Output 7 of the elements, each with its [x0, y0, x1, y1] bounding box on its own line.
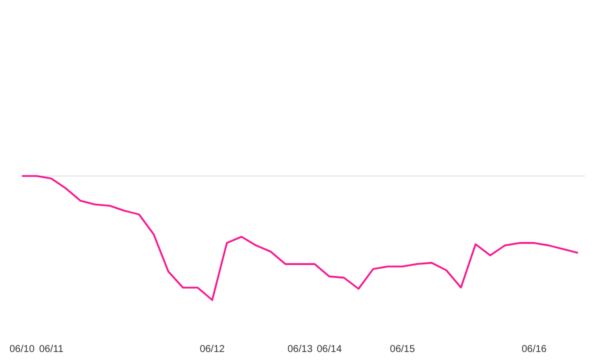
x-tick-label: 06/10: [9, 344, 35, 355]
x-tick-label: 06/15: [390, 344, 416, 355]
x-tick-label: 06/11: [39, 344, 64, 355]
x-tick-label: 06/12: [200, 344, 226, 355]
x-tick-label: 06/13: [287, 344, 313, 355]
x-tick-label: 06/14: [316, 344, 342, 355]
x-tick-label: 06/16: [522, 344, 548, 355]
